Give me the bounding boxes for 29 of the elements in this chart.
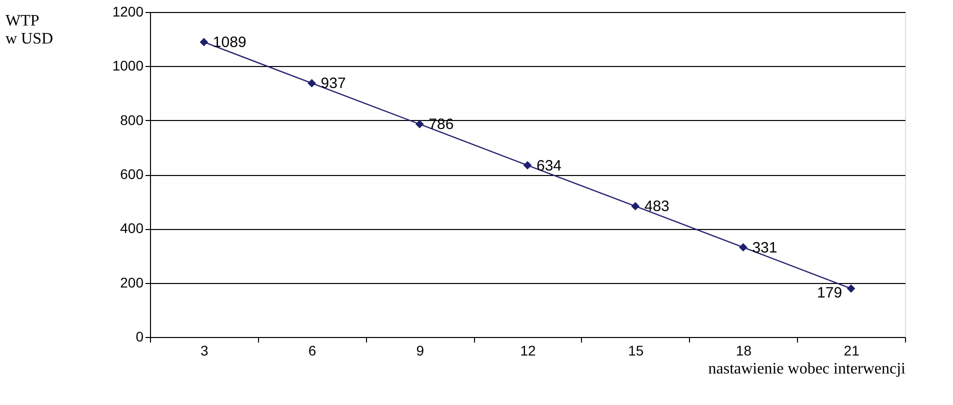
y-tick-label: 600 <box>120 166 144 182</box>
data-label: 634 <box>536 157 562 174</box>
x-tick-label: 15 <box>628 342 644 358</box>
data-label: 1089 <box>212 34 246 52</box>
x-tick-label: 12 <box>520 342 536 358</box>
data-label: 179 <box>817 284 842 302</box>
data-label: 937 <box>320 75 346 92</box>
data-label: 331 <box>752 239 778 256</box>
point <box>523 161 532 170</box>
y-axis-title: WTP w USD <box>6 12 54 48</box>
point <box>631 202 640 210</box>
point <box>415 120 424 128</box>
x-tick-label: 6 <box>308 342 316 358</box>
y-tick-label: 1000 <box>112 58 144 74</box>
x-tick-label: 21 <box>844 342 860 358</box>
y-tick-label: 200 <box>120 274 144 290</box>
data-label: 483 <box>644 198 670 216</box>
x-tick-label: 9 <box>416 342 424 358</box>
x-axis-title: nastawienie wobec interwencji <box>708 360 906 378</box>
point <box>846 284 856 293</box>
point <box>739 243 748 252</box>
y-tick-label: 0 <box>136 328 144 344</box>
x-tick-label: 18 <box>736 342 752 358</box>
y-tick-label: 1200 <box>112 4 144 20</box>
point <box>308 79 316 88</box>
x-tick-label: 3 <box>200 342 209 358</box>
point <box>200 38 208 46</box>
y-tick-label: 400 <box>120 220 144 236</box>
y-tick-label: 800 <box>120 112 144 128</box>
